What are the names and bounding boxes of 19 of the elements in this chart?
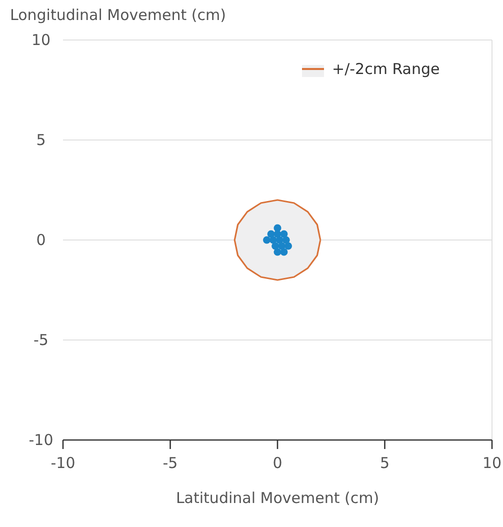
y-tick-label: -5 — [34, 331, 48, 349]
point — [280, 230, 288, 238]
legend-label: +/-2cm Range — [332, 60, 440, 78]
x-axis-title: Latitudinal Movement (cm) — [176, 489, 380, 507]
y-tick-label: 0 — [36, 231, 46, 249]
y-tick-label: -10 — [28, 431, 54, 449]
y-tick-label: 5 — [36, 131, 46, 149]
x-tick-label: 10 — [482, 454, 502, 472]
y-axis-title: Longitudinal Movement (cm) — [10, 6, 226, 24]
x-tick-label: -10 — [50, 454, 76, 472]
point — [274, 248, 282, 256]
point — [280, 248, 288, 256]
x-tick-label: 5 — [380, 454, 390, 472]
x-tick-label: 0 — [272, 454, 282, 472]
point — [284, 242, 292, 250]
point — [282, 236, 290, 244]
point — [262, 236, 271, 244]
y-tick-label: 10 — [31, 31, 51, 49]
x-tick-label: -5 — [162, 454, 178, 472]
